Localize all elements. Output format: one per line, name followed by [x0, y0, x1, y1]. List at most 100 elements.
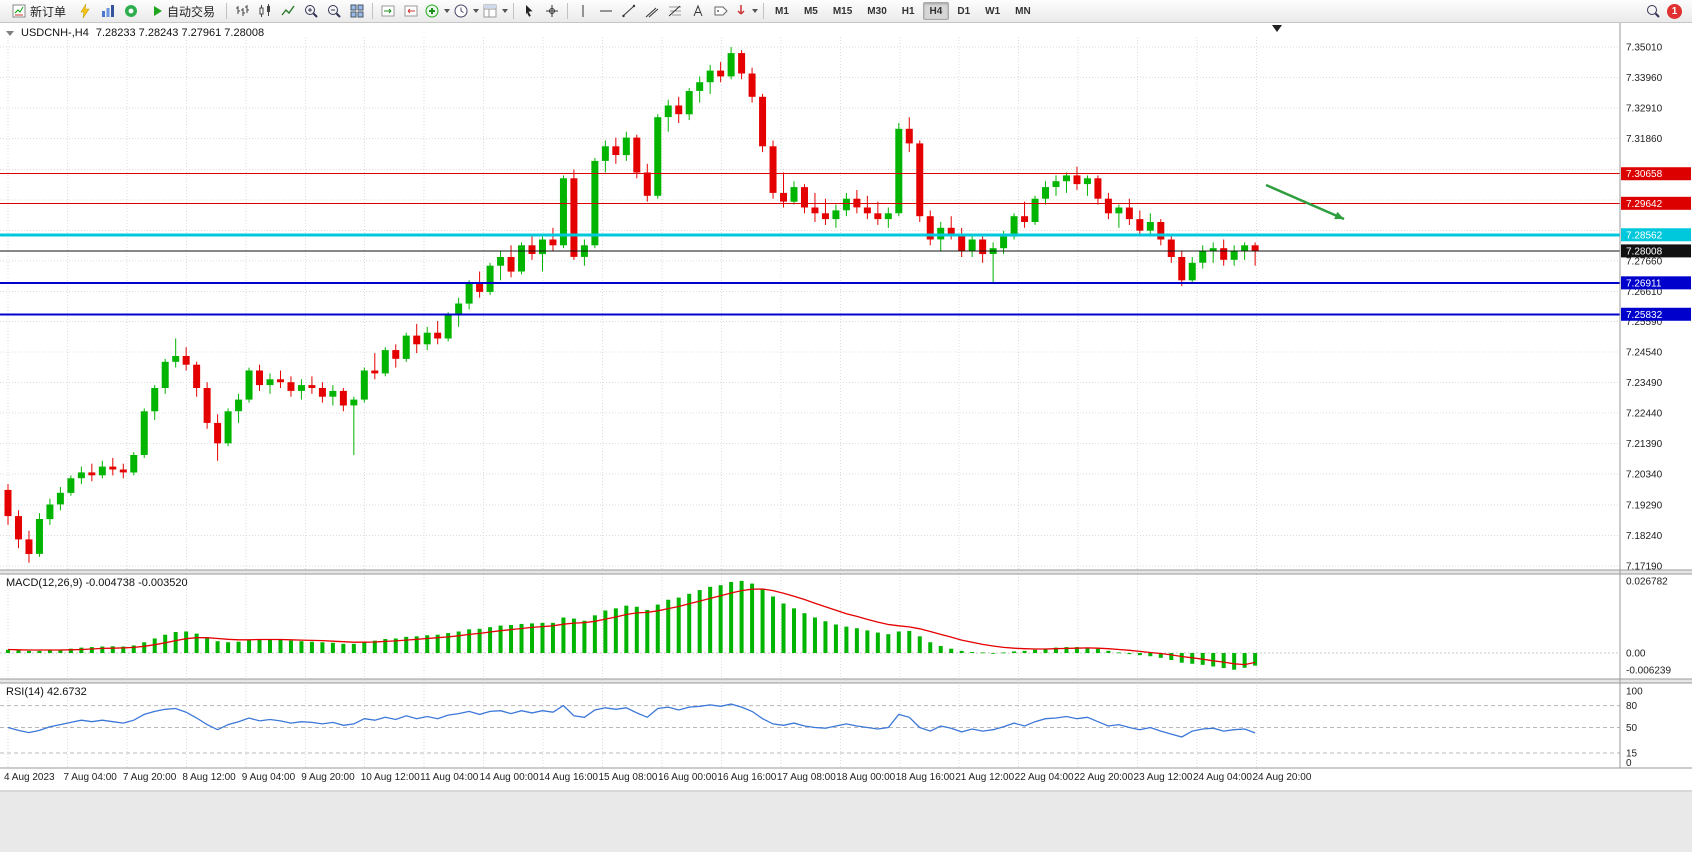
time-axis-label: 16 Aug 16:00: [717, 772, 776, 783]
zoom-in-button[interactable]: [300, 1, 322, 21]
horizontal-line-button[interactable]: [595, 1, 617, 21]
price-badge: [1621, 196, 1691, 210]
price-badge: [1621, 276, 1691, 290]
rsi-indicator-label: RSI(14) 42.6732: [6, 686, 87, 698]
price-badge-label: 7.25832: [1626, 310, 1663, 321]
autotrading-play-icon: [150, 4, 164, 18]
price-axis-label: 7.25590: [1626, 317, 1663, 328]
pane-separator[interactable]: [0, 570, 1692, 574]
trendline-button[interactable]: [618, 1, 640, 21]
indicators-icon: [424, 3, 440, 19]
time-axis-label: 9 Aug 04:00: [242, 772, 296, 783]
new-order-button[interactable]: 新订单: [4, 1, 73, 21]
timeframe-button-D1[interactable]: D1: [950, 2, 977, 20]
price-badge-label: 7.28562: [1626, 230, 1663, 241]
timeframe-button-M15[interactable]: M15: [826, 2, 859, 20]
crosshair-icon: [544, 3, 560, 19]
notifications-badge[interactable]: 1: [1667, 3, 1682, 19]
time-axis-label: 23 Aug 12:00: [1134, 772, 1193, 783]
templates-button[interactable]: [481, 1, 509, 21]
arrows-button[interactable]: [733, 1, 759, 21]
text-label-icon: [713, 3, 729, 19]
price-badge: [1621, 244, 1691, 258]
chart-canvas[interactable]: 7.35010 7.33960 7.32910 7.31860 7.27660 7.266…: [0, 23, 1692, 852]
candlestick-chart-icon: [257, 3, 273, 19]
navigator-button[interactable]: [120, 1, 142, 21]
zoom-in-icon: [303, 3, 319, 19]
rsi-axis-label: 100: [1626, 687, 1643, 698]
search-button[interactable]: [1642, 1, 1664, 21]
arrow-object[interactable]: [1265, 183, 1345, 221]
trendline-icon: [621, 3, 637, 19]
price-badge: [1621, 228, 1691, 242]
price-axis[interactable]: 7.35010 7.33960 7.32910 7.31860 7.27660 7.266…: [1621, 43, 1691, 770]
timeframe-button-M30[interactable]: M30: [860, 2, 893, 20]
indicators-button[interactable]: [423, 1, 451, 21]
macd-indicator: [0, 580, 1620, 670]
chart-menu-toggle-icon[interactable]: [6, 30, 14, 36]
price-badge-label: 7.29642: [1626, 199, 1663, 210]
text-button[interactable]: [687, 1, 709, 21]
toolbar-separator: [372, 3, 374, 19]
price-badge-label: 7.26911: [1626, 278, 1662, 289]
chart-shift-button[interactable]: [400, 1, 422, 21]
rsi-axis-label: 50: [1626, 723, 1638, 734]
tile-windows-button[interactable]: [346, 1, 368, 21]
rsi-axis-label: 0: [1626, 758, 1632, 769]
text-label-button[interactable]: [710, 1, 732, 21]
toolbar-separator: [567, 3, 569, 19]
equidistant-channel-button[interactable]: [641, 1, 663, 21]
timeframe-button-W1[interactable]: W1: [978, 2, 1007, 20]
autotrading-label: 自动交易: [167, 4, 216, 19]
time-axis-label: 22 Aug 04:00: [1015, 772, 1074, 783]
line-chart-button[interactable]: [277, 1, 299, 21]
zoom-out-button[interactable]: [323, 1, 345, 21]
toolbar-separator: [763, 3, 765, 19]
indicators-dropdown-caret: [444, 9, 451, 13]
timeframe-button-MN[interactable]: MN: [1008, 2, 1038, 20]
arrow-shape-icon: [734, 3, 748, 19]
auto-scroll-button[interactable]: [377, 1, 399, 21]
macd-signal-line: [7, 588, 1256, 666]
autotrading-button[interactable]: 自动交易: [143, 1, 222, 21]
time-axis-label: 24 Aug 04:00: [1193, 772, 1252, 783]
time-axis-label: 4 Aug 2023: [4, 772, 55, 783]
fibonacci-button[interactable]: [664, 1, 686, 21]
timeframe-button-M5[interactable]: M5: [797, 2, 825, 20]
pane-separator[interactable]: [0, 679, 1692, 683]
price-axis-label: 7.27660: [1626, 257, 1663, 268]
crosshair-button[interactable]: [541, 1, 563, 21]
line-chart-icon: [280, 3, 296, 19]
rsi-line: [7, 703, 1256, 738]
timeframe-button-H1[interactable]: H1: [895, 2, 922, 20]
price-axis-label: 7.31860: [1626, 134, 1663, 145]
market-watch-button[interactable]: [97, 1, 119, 21]
price-axis-label: 7.32910: [1626, 104, 1663, 115]
timeframe-button-M1[interactable]: M1: [768, 2, 796, 20]
time-axis-label: 9 Aug 20:00: [301, 772, 355, 783]
price-badge-label: 7.28008: [1626, 246, 1663, 257]
price-badge: [1621, 307, 1691, 321]
time-axis-label: 24 Aug 20:00: [1252, 772, 1311, 783]
time-axis-label: 18 Aug 00:00: [836, 772, 895, 783]
price-axis-label: 7.24540: [1626, 347, 1663, 358]
bars-chart-icon: [234, 3, 250, 19]
time-axis-label: 16 Aug 00:00: [658, 772, 717, 783]
periods-button[interactable]: [452, 1, 480, 21]
time-axis-label: 11 Aug 04:00: [420, 772, 479, 783]
cursor-button[interactable]: [518, 1, 540, 21]
metaeditor-button[interactable]: [74, 1, 96, 21]
time-axis-label: 10 Aug 12:00: [361, 772, 420, 783]
price-axis-label: 7.26610: [1626, 287, 1663, 298]
time-axis[interactable]: 4 Aug 2023 7 Aug 04:00 7 Aug 20:00 8 Aug 12…: [4, 772, 1312, 783]
vertical-line-button[interactable]: [572, 1, 594, 21]
toolbar-separator: [226, 3, 228, 19]
timeframe-button-H4[interactable]: H4: [922, 2, 950, 20]
bars-chart-button[interactable]: [231, 1, 253, 21]
macd-axis-label: 0.026782: [1626, 576, 1668, 587]
rsi-indicator: [0, 703, 1620, 754]
candlestick-chart-button[interactable]: [254, 1, 276, 21]
price-axis-label: 7.18240: [1626, 531, 1663, 542]
chart-shift-icon: [403, 3, 419, 19]
time-axis-label: 15 Aug 08:00: [599, 772, 658, 783]
